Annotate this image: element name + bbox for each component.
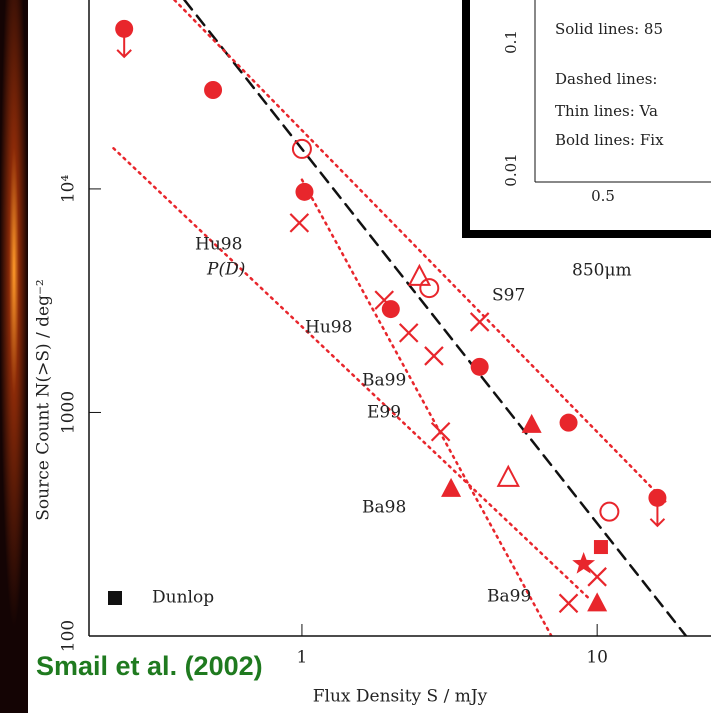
inset-tick-label: 0.01: [502, 153, 520, 186]
marker: [594, 540, 608, 554]
annotation: Hu98: [195, 235, 242, 255]
inset-tick-label: 0.1: [502, 30, 520, 54]
annotation: Hu98: [305, 318, 352, 338]
inset-legend: Dashed lines:: [555, 70, 657, 88]
inset-tick-label: 0.5: [591, 187, 615, 205]
x-tick-label: 10: [586, 648, 608, 668]
annotation: Ba99: [362, 371, 406, 391]
annotation: Ba99: [487, 587, 531, 607]
x-tick-label: 1: [297, 648, 308, 668]
marker: [115, 20, 133, 38]
legend-label: Dunlop: [152, 588, 214, 608]
annotation: E99: [367, 403, 401, 423]
y-axis-title: Source Count N(>S) / deg⁻²: [34, 279, 54, 521]
inset-legend: Thin lines: Va: [555, 102, 658, 120]
marker: [471, 358, 489, 376]
y-tick-label: 10⁴: [59, 175, 79, 204]
annotation: P(D): [206, 260, 245, 280]
inset-legend: Bold lines: Fix: [555, 131, 664, 149]
legend-swatch: [108, 591, 122, 605]
annotation: Ba98: [362, 498, 406, 518]
annotation: S97: [492, 286, 525, 306]
inset-legend: Solid lines: 85: [555, 20, 663, 38]
chart: Hu98 P(D) Hu98 Ba99 E99 Ba98 Ba99 S97 85…: [0, 0, 711, 713]
y-tick-label: 1000: [59, 391, 79, 434]
x-axis-title: Flux Density S / mJy: [313, 687, 488, 707]
marker: [204, 81, 222, 99]
marker: [382, 300, 400, 318]
annotation: 850μm: [572, 261, 632, 281]
marker: [295, 183, 313, 201]
marker: [648, 489, 666, 507]
inset: Solid lines: 85 Dashed lines: Thin lines…: [466, 0, 711, 234]
y-tick-label: 100: [59, 620, 79, 652]
backdrop-strip: [0, 0, 28, 713]
marker: [560, 414, 578, 432]
credit: Smail et al. (2002): [36, 651, 263, 681]
